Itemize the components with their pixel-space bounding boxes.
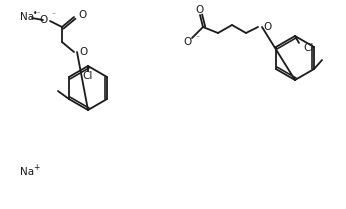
Text: O: O <box>196 5 204 15</box>
Text: Na: Na <box>20 12 34 22</box>
Text: O: O <box>78 10 86 20</box>
Text: O: O <box>184 37 192 47</box>
Text: ⁻: ⁻ <box>195 33 199 42</box>
Text: Cl: Cl <box>303 43 313 53</box>
Text: O: O <box>263 22 271 32</box>
Text: ⁻: ⁻ <box>51 10 55 19</box>
Text: Cl: Cl <box>83 71 93 81</box>
Text: •⁻: •⁻ <box>33 9 42 18</box>
Text: +: + <box>33 163 39 172</box>
Text: O: O <box>79 47 87 57</box>
Text: O: O <box>40 15 48 25</box>
Text: Na: Na <box>20 167 34 177</box>
